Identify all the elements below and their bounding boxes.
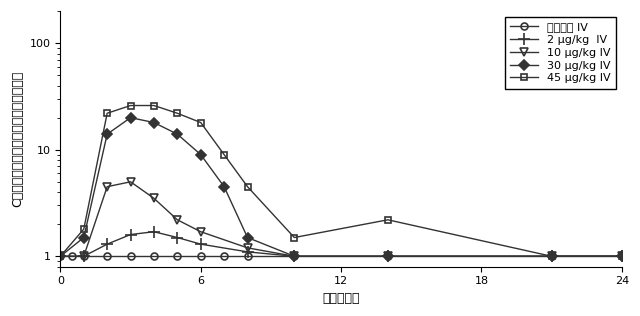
プラセボ IV	[244, 254, 252, 258]
2 μg/kg  IV	[56, 254, 64, 258]
プラセボ IV	[80, 254, 88, 258]
Line: 2 μg/kg  IV: 2 μg/kg IV	[55, 226, 627, 262]
45 μg/kg IV	[618, 254, 626, 258]
プラセボ IV	[103, 254, 111, 258]
プラセボ IV	[150, 254, 158, 258]
30 μg/kg IV	[197, 153, 205, 156]
45 μg/kg IV	[150, 104, 158, 107]
プラセボ IV	[220, 254, 228, 258]
30 μg/kg IV	[173, 132, 181, 136]
45 μg/kg IV	[103, 111, 111, 115]
プラセボ IV	[384, 254, 392, 258]
45 μg/kg IV	[56, 254, 64, 258]
10 μg/kg IV	[56, 254, 64, 258]
30 μg/kg IV	[618, 254, 626, 258]
2 μg/kg  IV	[618, 254, 626, 258]
2 μg/kg  IV	[127, 233, 134, 236]
10 μg/kg IV	[127, 180, 134, 184]
2 μg/kg  IV	[150, 230, 158, 234]
プラセボ IV	[173, 254, 181, 258]
2 μg/kg  IV	[80, 254, 88, 258]
Line: 30 μg/kg IV: 30 μg/kg IV	[57, 114, 625, 260]
45 μg/kg IV	[384, 218, 392, 222]
Line: 45 μg/kg IV: 45 μg/kg IV	[57, 102, 625, 260]
プラセボ IV	[127, 254, 134, 258]
30 μg/kg IV	[291, 254, 298, 258]
2 μg/kg  IV	[103, 242, 111, 246]
Line: プラセボ IV: プラセボ IV	[57, 253, 625, 260]
45 μg/kg IV	[80, 227, 88, 231]
2 μg/kg  IV	[244, 250, 252, 254]
45 μg/kg IV	[197, 121, 205, 125]
45 μg/kg IV	[244, 185, 252, 189]
45 μg/kg IV	[173, 111, 181, 115]
2 μg/kg  IV	[548, 254, 556, 258]
30 μg/kg IV	[548, 254, 556, 258]
30 μg/kg IV	[150, 121, 158, 125]
2 μg/kg  IV	[197, 242, 205, 246]
10 μg/kg IV	[618, 254, 626, 258]
30 μg/kg IV	[103, 132, 111, 136]
プラセボ IV	[197, 254, 205, 258]
プラセボ IV	[68, 254, 76, 258]
2 μg/kg  IV	[291, 254, 298, 258]
プラセボ IV	[291, 254, 298, 258]
10 μg/kg IV	[384, 254, 392, 258]
10 μg/kg IV	[548, 254, 556, 258]
10 μg/kg IV	[197, 230, 205, 234]
45 μg/kg IV	[291, 236, 298, 240]
プラセボ IV	[56, 254, 64, 258]
Legend: プラセボ IV, 2 μg/kg  IV, 10 μg/kg IV, 30 μg/kg IV, 45 μg/kg IV: プラセボ IV, 2 μg/kg IV, 10 μg/kg IV, 30 μg/…	[505, 17, 616, 89]
2 μg/kg  IV	[384, 254, 392, 258]
10 μg/kg IV	[291, 254, 298, 258]
10 μg/kg IV	[173, 218, 181, 222]
45 μg/kg IV	[220, 153, 228, 156]
2 μg/kg  IV	[173, 236, 181, 240]
30 μg/kg IV	[127, 116, 134, 119]
プラセボ IV	[618, 254, 626, 258]
30 μg/kg IV	[244, 236, 252, 240]
X-axis label: 時間（日）: 時間（日）	[323, 292, 360, 305]
10 μg/kg IV	[80, 254, 88, 258]
10 μg/kg IV	[103, 185, 111, 189]
Line: 10 μg/kg IV: 10 μg/kg IV	[56, 178, 626, 260]
10 μg/kg IV	[150, 197, 158, 200]
45 μg/kg IV	[127, 104, 134, 107]
30 μg/kg IV	[384, 254, 392, 258]
プラセボ IV	[548, 254, 556, 258]
10 μg/kg IV	[244, 246, 252, 250]
Y-axis label: C反応性タンパク質の増加倍数（平均）: C反応性タンパク質の増加倍数（平均）	[11, 71, 24, 207]
30 μg/kg IV	[80, 236, 88, 240]
30 μg/kg IV	[220, 185, 228, 189]
45 μg/kg IV	[548, 254, 556, 258]
30 μg/kg IV	[56, 254, 64, 258]
